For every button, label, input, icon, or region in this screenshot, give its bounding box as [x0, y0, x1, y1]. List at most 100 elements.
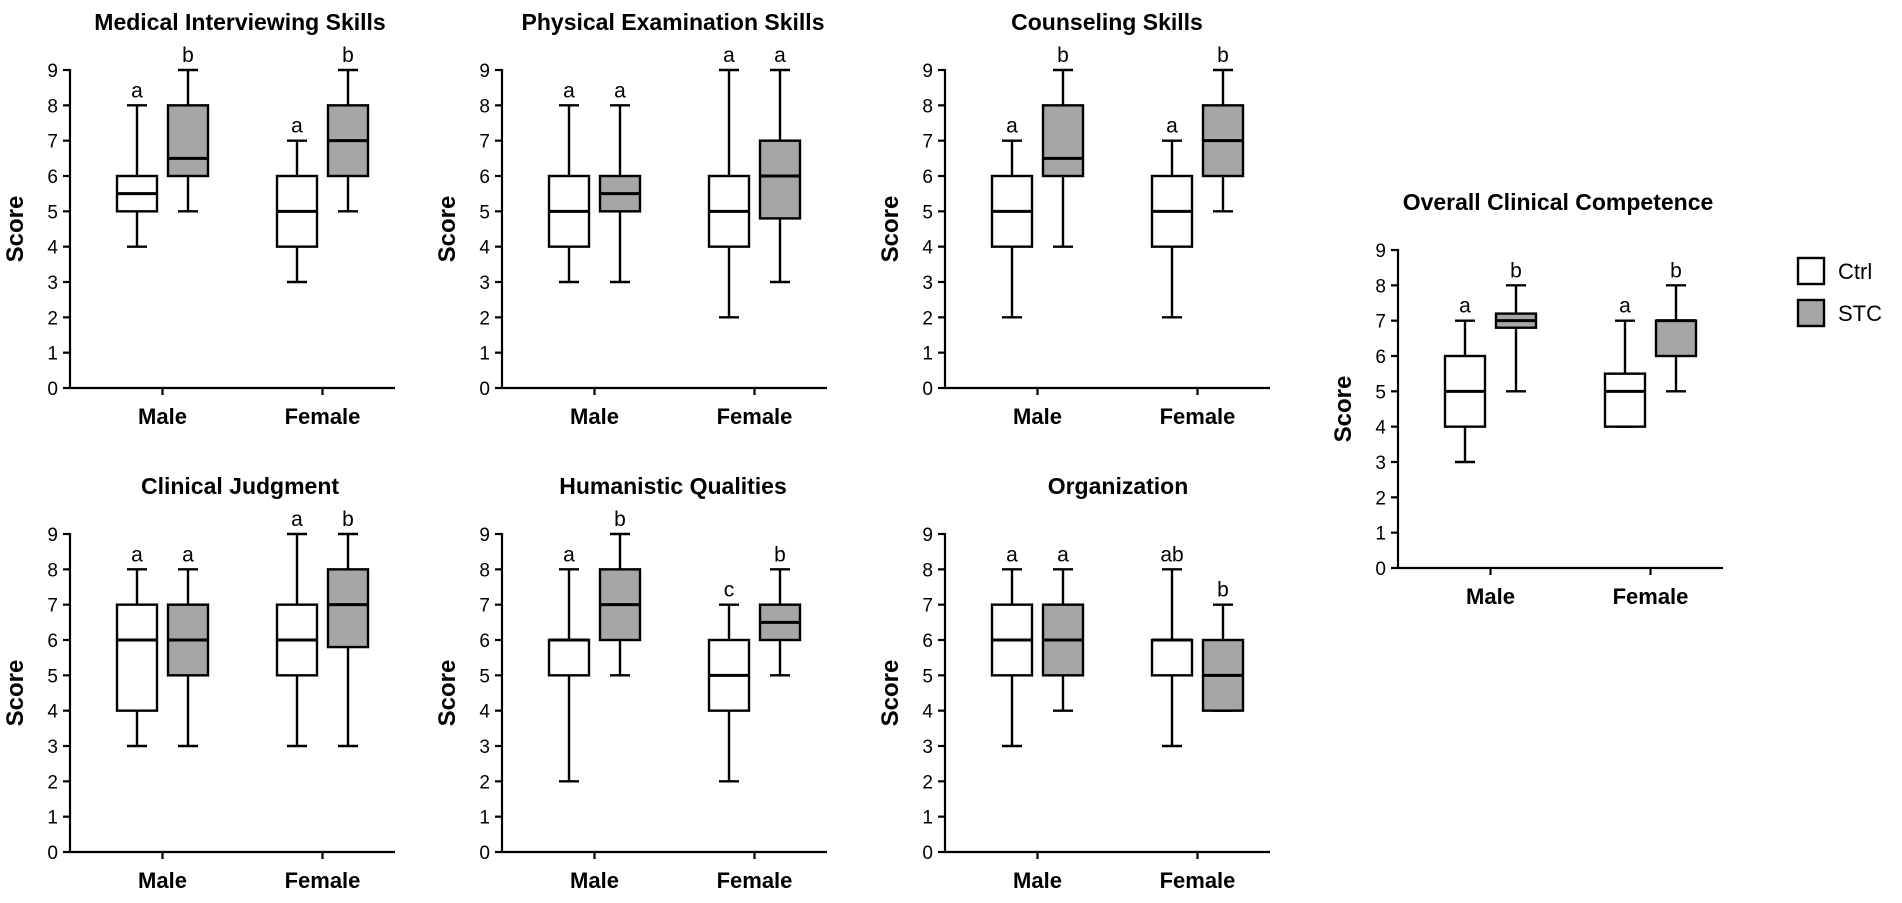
y-tick-label: 2: [479, 772, 490, 793]
y-tick-label: 9: [1375, 241, 1386, 262]
significance-letter: b: [1217, 44, 1229, 67]
significance-letter: b: [182, 44, 194, 67]
box-plot-stc: b: [1654, 259, 1698, 393]
iqr-box: [1654, 319, 1698, 358]
y-tick-label: 3: [47, 737, 58, 758]
x-category-label: Male: [570, 868, 619, 893]
y-tick-label: 6: [47, 167, 58, 188]
y-tick-label: 8: [922, 96, 933, 117]
x-category-label: Female: [285, 868, 361, 893]
box-plot-ctrl: a: [990, 115, 1034, 319]
y-tick-label: 9: [479, 61, 490, 82]
y-tick-label: 3: [922, 273, 933, 294]
y-axis-label: Score: [877, 660, 904, 727]
significance-letter: a: [182, 543, 194, 566]
box-plot-stc: b: [1201, 44, 1245, 213]
y-tick-label: 4: [47, 702, 58, 723]
y-tick-label: 0: [922, 379, 933, 400]
box-plot-ctrl: a: [990, 543, 1034, 748]
y-tick-label: 9: [922, 61, 933, 82]
legend-swatch-stc: [1796, 298, 1826, 328]
x-category-label: Male: [138, 404, 187, 429]
y-tick-label: 2: [47, 772, 58, 793]
y-tick-label: 7: [1375, 312, 1386, 333]
x-category-label: Male: [138, 868, 187, 893]
y-tick-label: 8: [479, 96, 490, 117]
y-tick-label: 5: [922, 666, 933, 687]
significance-letter: a: [291, 508, 303, 531]
box-plot-stc: b: [758, 543, 802, 677]
y-tick-label: 5: [479, 202, 490, 223]
significance-letter: a: [1006, 115, 1018, 138]
y-tick-label: 4: [479, 702, 490, 723]
significance-letter: a: [1166, 115, 1178, 138]
significance-letter: a: [774, 44, 786, 67]
significance-letter: a: [723, 44, 735, 67]
y-tick-label: 2: [47, 308, 58, 329]
y-tick-label: 1: [922, 344, 933, 365]
legend-label-stc: STC: [1838, 301, 1882, 326]
chart-panel: Medical Interviewing Skills Score 0 1 2 3 4 5 6 7…: [2, 9, 395, 429]
y-tick-label: 4: [922, 702, 933, 723]
chart-panel: Physical Examination Skills Score 0 1 2 3 4 5 6 7…: [434, 9, 827, 429]
y-tick-label: 3: [479, 273, 490, 294]
y-tick-label: 5: [479, 666, 490, 687]
box-plot-ctrl: a: [707, 44, 751, 319]
chart-title: Counseling Skills: [1011, 9, 1203, 35]
legend-label-ctrl: Ctrl: [1838, 259, 1872, 284]
iqr-box: [166, 104, 210, 178]
y-tick-label: 6: [479, 167, 490, 188]
significance-letter: c: [724, 579, 735, 602]
y-tick-label: 0: [1375, 559, 1386, 580]
y-tick-label: 1: [47, 344, 58, 365]
significance-letter: a: [1057, 543, 1069, 566]
iqr-box: [547, 638, 591, 677]
y-tick-label: 4: [922, 238, 933, 259]
x-category-label: Female: [1160, 868, 1236, 893]
y-axis-label: Score: [434, 660, 461, 727]
legend: Ctrl STC: [1796, 256, 1882, 328]
y-tick-label: 9: [922, 525, 933, 546]
chart-title: Organization: [1048, 473, 1189, 499]
box-plot-stc: a: [1041, 543, 1085, 712]
y-tick-label: 7: [922, 132, 933, 153]
significance-letter: b: [774, 543, 786, 566]
y-tick-label: 1: [922, 808, 933, 829]
y-axis-label: Score: [877, 196, 904, 263]
significance-letter: b: [1057, 44, 1069, 67]
iqr-box: [758, 139, 802, 220]
y-tick-label: 5: [922, 202, 933, 223]
box-plot-ctrl: a: [115, 79, 159, 248]
x-category-label: Male: [1466, 584, 1515, 609]
y-tick-label: 8: [47, 96, 58, 117]
y-tick-label: 0: [479, 379, 490, 400]
y-tick-label: 5: [47, 202, 58, 223]
y-tick-label: 0: [922, 843, 933, 864]
y-tick-label: 1: [47, 808, 58, 829]
chart-title: Physical Examination Skills: [522, 9, 825, 35]
box-plot-ctrl: a: [1603, 295, 1647, 428]
significance-letter: b: [1670, 259, 1682, 282]
y-tick-label: 0: [47, 843, 58, 864]
y-tick-label: 4: [479, 238, 490, 259]
chart-panel: Humanistic Qualities Score 0 1 2 3 4 5 6 7 8 9 Male F…: [434, 473, 827, 893]
x-category-label: Male: [570, 404, 619, 429]
box-plot-ctrl: a: [547, 79, 591, 284]
y-axis-label: Score: [434, 196, 461, 263]
significance-letter: b: [342, 508, 354, 531]
significance-letter: b: [1510, 259, 1522, 282]
y-tick-label: 9: [47, 525, 58, 546]
box-plot-ctrl: a: [275, 508, 319, 748]
y-axis-label: Score: [1330, 376, 1357, 443]
significance-letter: a: [563, 79, 575, 102]
x-category-label: Female: [285, 404, 361, 429]
y-tick-label: 8: [47, 560, 58, 581]
box-plot-stc: b: [326, 44, 370, 213]
y-tick-label: 0: [479, 843, 490, 864]
box-plot-stc: b: [1201, 579, 1245, 712]
box-plot-ctrl: c: [707, 579, 751, 783]
x-category-label: Female: [1160, 404, 1236, 429]
significance-letter: a: [1006, 543, 1018, 566]
box-plot-ctrl: ab: [1150, 543, 1194, 748]
